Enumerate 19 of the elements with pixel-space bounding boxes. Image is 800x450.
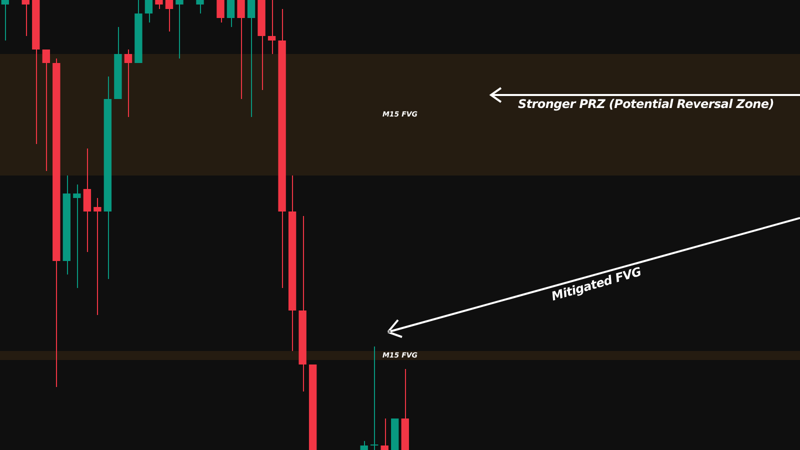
- candlestick: [73, 184, 81, 288]
- candlestick: [176, 0, 184, 59]
- candlestick: [196, 0, 204, 14]
- candlestick: [83, 148, 92, 252]
- candlestick: [370, 346, 378, 450]
- candlestick: [380, 418, 388, 450]
- candlestick: [144, 0, 153, 23]
- candlestick: [42, 49, 50, 172]
- candlestick: [22, 0, 30, 36]
- candlestick: [1, 0, 9, 41]
- candlestick: [165, 0, 174, 32]
- annotation: Stronger PRZ (Potential Reversal Zone): [518, 97, 774, 111]
- candlestick: [237, 0, 245, 100]
- candlestick: [247, 0, 256, 118]
- candlestick: [216, 0, 224, 23]
- candlestick: [226, 0, 235, 28]
- candlestick: [94, 198, 102, 316]
- candlestick: [268, 0, 276, 54]
- candlestick: [124, 49, 132, 118]
